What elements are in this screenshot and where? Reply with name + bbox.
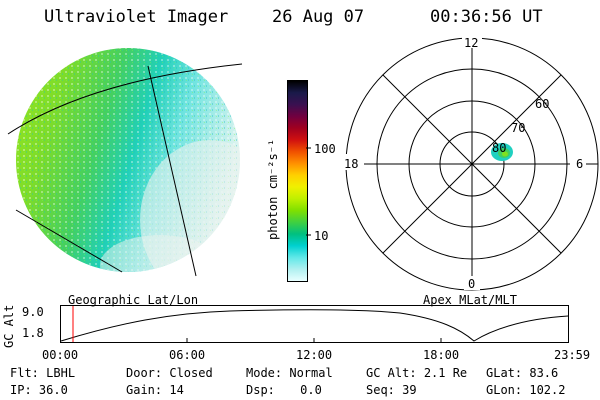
mlt-label-6: 6 — [576, 157, 584, 171]
colorbar-tick-10: 10 — [314, 229, 329, 243]
gain-status: Gain: 14 — [126, 383, 184, 397]
date-label: 26 Aug 07 — [272, 7, 365, 27]
filter-status: Flt: LBHL — [10, 366, 76, 380]
altitude-plot — [60, 305, 569, 343]
glon-status: GLon: 102.2 — [486, 383, 566, 397]
colorbar-ticks — [306, 147, 311, 236]
mlt-label-18: 18 — [344, 157, 359, 171]
seq-status: Seq: 39 — [366, 383, 417, 397]
gain-value: 14 — [169, 383, 184, 397]
colorbar-unit-label: photon cm⁻²s⁻¹ — [266, 138, 280, 240]
altitude-ytick-low: 1.8 — [22, 326, 44, 340]
altitude-ylabel: GC Alt — [2, 304, 16, 348]
glat-value: 83.6 — [529, 366, 559, 380]
aurora-spot — [491, 143, 513, 161]
filter-value: LBHL — [46, 366, 76, 380]
altitude-plot-frame — [60, 305, 569, 343]
mode-value: Normal — [289, 366, 333, 380]
time-label: 00:36:56 UT — [430, 7, 543, 27]
door-status: Door: Closed — [126, 366, 213, 380]
altitude-xtick-0600: 06:00 — [169, 348, 206, 362]
seq-value: 39 — [402, 383, 417, 397]
glon-value: 102.2 — [529, 383, 566, 397]
ip-status: IP: 36.0 — [10, 383, 68, 397]
altitude-xtick-1200: 12:00 — [296, 348, 333, 362]
lon-line — [15, 209, 123, 273]
mode-status: Mode: Normal — [246, 366, 333, 380]
gcalt-value: 2.1 Re — [423, 366, 468, 380]
gcalt-status: GC Alt: 2.1 Re — [366, 366, 468, 380]
uv-disk-image — [7, 48, 243, 277]
lat-label-80: 80 — [492, 141, 507, 155]
instrument-title: Ultraviolet Imager — [44, 7, 229, 27]
lon-line — [147, 65, 197, 277]
altitude-xtick-2359: 23:59 — [554, 348, 591, 362]
dsp-status: Dsp: 0.0 — [246, 383, 322, 397]
polar-plot — [342, 34, 599, 291]
ip-value: 36.0 — [38, 383, 68, 397]
lat-label-70: 70 — [511, 121, 526, 135]
colorbar — [287, 80, 308, 282]
door-value: Closed — [169, 366, 213, 380]
lat-label-60: 60 — [535, 97, 550, 111]
altitude-xtick-0000: 00:00 — [42, 348, 79, 362]
altitude-ytick-high: 9.0 — [22, 305, 44, 319]
colorbar-tick-100: 100 — [314, 142, 336, 156]
altitude-curve — [60, 309, 569, 342]
apex-label: Apex MLat/MLT — [423, 293, 517, 307]
glat-status: GLat: 83.6 — [486, 366, 559, 380]
geographic-label: Geographic Lat/Lon — [68, 293, 199, 307]
lat-line — [7, 63, 243, 135]
dsp-value: 0.0 — [300, 383, 322, 397]
mlt-label-12: 12 — [464, 36, 479, 50]
mlt-label-0: 0 — [468, 277, 476, 291]
altitude-xtick-1800: 18:00 — [423, 348, 460, 362]
